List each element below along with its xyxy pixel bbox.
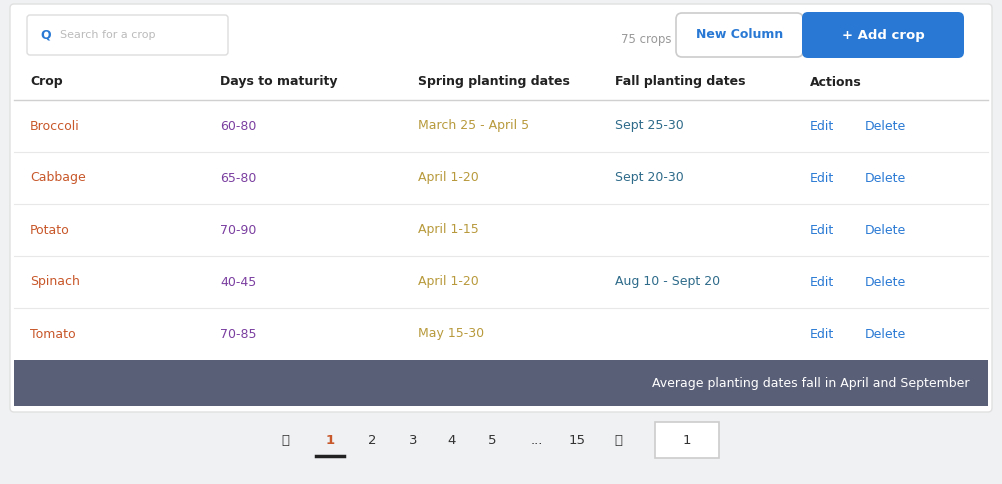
Text: Average planting dates fall in April and September: Average planting dates fall in April and… <box>652 377 970 390</box>
Text: Edit: Edit <box>810 171 835 184</box>
Text: Spinach: Spinach <box>30 275 80 288</box>
Text: Actions: Actions <box>810 76 862 89</box>
Text: 75 crops: 75 crops <box>621 32 672 45</box>
Text: Delete: Delete <box>865 275 906 288</box>
Text: 4: 4 <box>448 434 456 447</box>
Text: Sept 25-30: Sept 25-30 <box>615 120 683 133</box>
Text: New Column: New Column <box>695 29 784 42</box>
Text: Delete: Delete <box>865 328 906 341</box>
Text: 〉: 〉 <box>614 434 622 447</box>
Text: Search for a crop: Search for a crop <box>60 30 155 40</box>
Text: ...: ... <box>531 434 543 447</box>
FancyBboxPatch shape <box>802 12 964 58</box>
Text: May 15-30: May 15-30 <box>418 328 484 341</box>
FancyBboxPatch shape <box>27 15 228 55</box>
Text: 〈: 〈 <box>281 434 289 447</box>
Text: Edit: Edit <box>810 120 835 133</box>
Text: Delete: Delete <box>865 224 906 237</box>
Text: Tomato: Tomato <box>30 328 75 341</box>
Text: April 1-20: April 1-20 <box>418 275 479 288</box>
Text: 3: 3 <box>409 434 417 447</box>
Text: 1: 1 <box>682 434 691 447</box>
Text: March 25 - April 5: March 25 - April 5 <box>418 120 529 133</box>
Text: Delete: Delete <box>865 171 906 184</box>
Text: Edit: Edit <box>810 328 835 341</box>
Text: 65-80: 65-80 <box>220 171 257 184</box>
Text: 40-45: 40-45 <box>220 275 257 288</box>
Text: 15: 15 <box>568 434 585 447</box>
Text: April 1-15: April 1-15 <box>418 224 479 237</box>
Text: 1: 1 <box>326 434 335 447</box>
Text: 70-90: 70-90 <box>220 224 257 237</box>
Text: 5: 5 <box>488 434 496 447</box>
FancyBboxPatch shape <box>676 13 803 57</box>
FancyBboxPatch shape <box>10 4 992 412</box>
Text: Spring planting dates: Spring planting dates <box>418 76 570 89</box>
Text: April 1-20: April 1-20 <box>418 171 479 184</box>
Text: Fall planting dates: Fall planting dates <box>615 76 745 89</box>
Text: 70-85: 70-85 <box>220 328 257 341</box>
Text: Days to maturity: Days to maturity <box>220 76 338 89</box>
Text: Broccoli: Broccoli <box>30 120 80 133</box>
Bar <box>14 360 988 406</box>
Text: Edit: Edit <box>810 224 835 237</box>
Text: 2: 2 <box>368 434 376 447</box>
Text: Aug 10 - Sept 20: Aug 10 - Sept 20 <box>615 275 720 288</box>
Bar <box>655 422 719 458</box>
Text: + Add crop: + Add crop <box>842 29 925 42</box>
Text: Cabbage: Cabbage <box>30 171 86 184</box>
Text: Potato: Potato <box>30 224 70 237</box>
Text: Sept 20-30: Sept 20-30 <box>615 171 683 184</box>
Text: Delete: Delete <box>865 120 906 133</box>
Text: 60-80: 60-80 <box>220 120 257 133</box>
Text: Crop: Crop <box>30 76 62 89</box>
Text: Q: Q <box>41 29 51 42</box>
Text: Edit: Edit <box>810 275 835 288</box>
